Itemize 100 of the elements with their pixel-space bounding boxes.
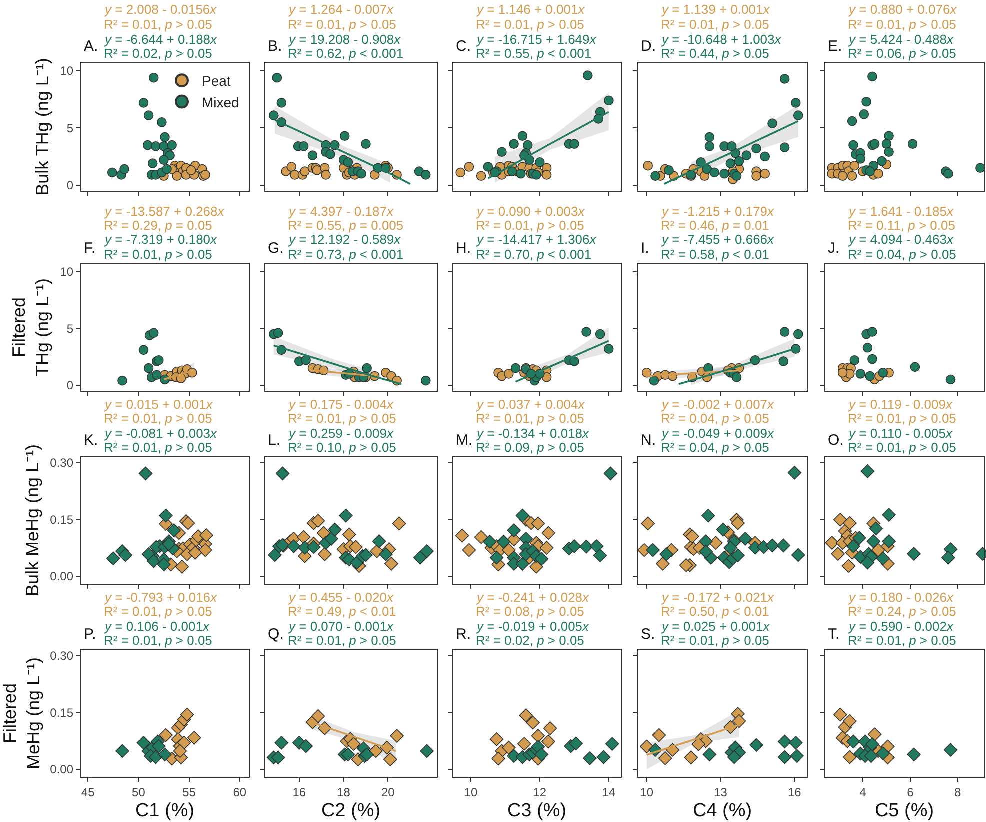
text: R² = 0.01, p > 0.05 xyxy=(848,633,956,648)
x-tick-label: 6 xyxy=(907,786,914,800)
text: R² = 0.08, p > 0.05 xyxy=(476,604,584,619)
point xyxy=(834,708,848,722)
point xyxy=(504,369,514,379)
point xyxy=(456,168,466,178)
point xyxy=(519,708,534,722)
point xyxy=(483,535,497,549)
point xyxy=(276,466,290,481)
chart-title: T. xyxy=(828,626,840,643)
point xyxy=(708,536,723,550)
point xyxy=(778,750,792,764)
point xyxy=(268,548,282,562)
point xyxy=(704,142,715,152)
point xyxy=(642,368,652,378)
point xyxy=(188,546,202,560)
text: y = 0.025 + 0.001x xyxy=(661,619,770,634)
point xyxy=(942,550,956,565)
point xyxy=(340,131,350,142)
x-tick-label: 60 xyxy=(233,786,247,800)
point xyxy=(884,131,894,142)
y-tick-label: 0.00 xyxy=(50,570,74,584)
point xyxy=(474,530,488,544)
point xyxy=(582,70,593,80)
y-tick-label: 0 xyxy=(66,378,74,393)
point xyxy=(778,356,788,366)
point xyxy=(649,376,660,386)
y-tick-label: 5 xyxy=(66,121,74,136)
point xyxy=(341,748,356,762)
point xyxy=(159,508,173,523)
point xyxy=(148,328,159,338)
y-tick-label: 10 xyxy=(60,64,74,78)
point xyxy=(692,738,706,752)
point xyxy=(272,72,282,83)
text: y = -16.715 + 1.649x xyxy=(476,32,597,47)
point xyxy=(568,540,582,554)
point xyxy=(362,363,372,374)
point xyxy=(582,327,592,337)
text: y = -6.644 + 0.188x xyxy=(104,32,218,47)
point xyxy=(497,147,507,158)
text: y = 0.119 - 0.009x xyxy=(848,397,953,412)
point xyxy=(834,513,848,527)
point xyxy=(175,560,190,574)
point xyxy=(531,729,546,743)
point xyxy=(534,552,549,566)
point xyxy=(716,522,730,537)
point xyxy=(664,166,674,176)
text: R² = 0.50, p < 0.01 xyxy=(661,604,770,619)
point xyxy=(324,532,338,546)
point xyxy=(540,541,554,555)
text: R² = 0.01, p > 0.05 xyxy=(288,411,396,426)
point xyxy=(138,466,153,481)
point xyxy=(152,370,162,380)
point xyxy=(780,327,790,337)
point xyxy=(542,526,556,540)
point xyxy=(847,171,858,182)
point xyxy=(605,737,620,751)
point xyxy=(944,743,958,757)
point xyxy=(569,736,584,751)
point xyxy=(159,728,173,742)
text: R² = 0.09, p > 0.05 xyxy=(476,440,584,455)
point xyxy=(847,116,858,126)
point xyxy=(595,329,606,340)
point xyxy=(791,98,801,108)
text: R² = 0.01, p > 0.05 xyxy=(288,17,396,32)
point xyxy=(136,736,151,750)
point xyxy=(908,139,918,150)
text: R² = 0.02, p > 0.05 xyxy=(104,46,212,61)
point xyxy=(868,72,878,82)
point xyxy=(390,729,404,743)
point xyxy=(760,152,770,162)
point xyxy=(859,110,870,120)
point xyxy=(776,538,790,553)
chart-title: F. xyxy=(84,240,96,257)
point xyxy=(780,74,790,84)
x-tick-label: 13 xyxy=(714,786,728,800)
point xyxy=(732,372,742,382)
point xyxy=(870,139,880,150)
text: y = 1.641 - 0.185x xyxy=(848,204,954,219)
point xyxy=(727,750,742,764)
x-tick-label: 4 xyxy=(860,786,867,800)
point xyxy=(583,752,597,766)
point xyxy=(750,738,764,752)
text: R² = 0.55, p < 0.001 xyxy=(476,46,592,61)
text: y = -7.319 + 0.180x xyxy=(104,232,218,247)
point xyxy=(684,750,698,765)
point xyxy=(413,550,428,565)
point xyxy=(596,750,611,764)
point xyxy=(346,737,361,751)
point xyxy=(790,749,804,764)
point xyxy=(107,168,118,178)
text: R² = 0.01, p > 0.05 xyxy=(476,218,584,233)
point xyxy=(865,371,875,382)
text: y = -7.455 + 0.666x xyxy=(661,232,775,247)
point xyxy=(106,552,120,566)
point xyxy=(738,532,752,546)
text: y = -10.648 + 1.003x xyxy=(661,32,782,47)
point xyxy=(570,139,580,150)
point xyxy=(159,155,169,166)
point xyxy=(531,516,546,531)
